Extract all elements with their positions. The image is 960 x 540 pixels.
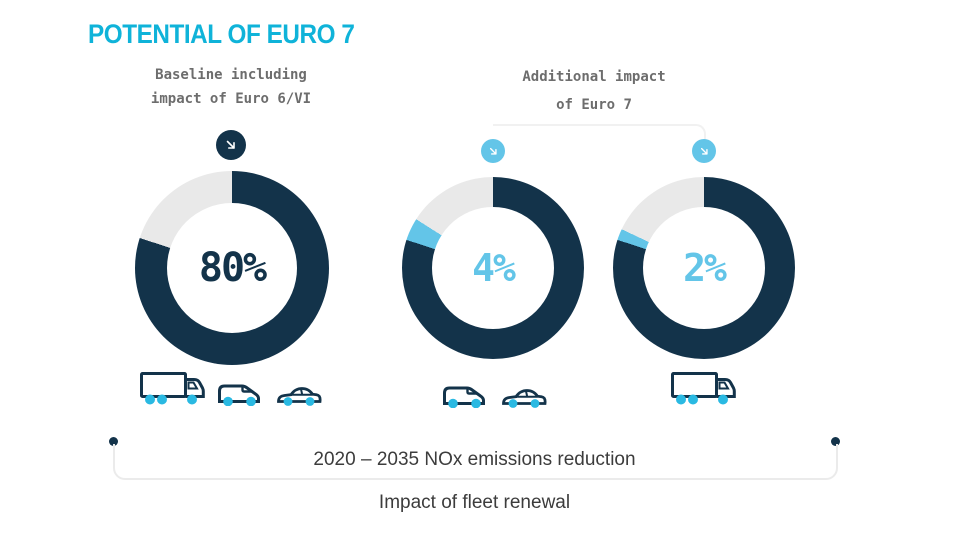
timeline-dot-right [831,437,840,446]
van-icon [442,386,485,408]
vehicle-row-euro7-trucks [584,370,824,406]
arrow-down-right-icon [700,147,708,155]
donut-center-value: 80% [198,245,267,291]
car-icon [277,387,322,406]
group-label-additional: Additional impact of Euro 7 [464,63,724,119]
van-icon [218,384,260,406]
donut-hole: 2% [643,207,765,329]
group-label-baseline-line2: impact of Euro 6/VI [150,91,312,107]
vehicle-row-euro7-vans-cars [373,372,613,408]
decrease-badge-euro7-vans-cars [481,139,505,163]
group-label-additional-line2: of Euro 7 [556,97,632,113]
fleet-renewal-caption: Impact of fleet renewal [378,492,571,513]
decrease-badge-euro7-trucks [692,139,716,163]
donut-center-value: 4% [472,246,516,290]
donut-chart-euro7-vans-cars: 4% [402,177,584,359]
range-label: 2020 – 2035 NOx emissions reduction [313,449,636,470]
timeline-dot-left [109,437,118,446]
page-title: POTENTIAL OF EURO 7 [88,19,355,49]
additional-impact-bracket [493,124,706,141]
decrease-badge-baseline [216,130,246,160]
donut-chart-baseline: 80% [135,171,329,365]
car-icon [501,389,547,408]
donut-hole: 80% [167,203,297,333]
donut-chart-euro7-trucks: 2% [613,177,795,359]
group-label-baseline-line1: Baseline including [155,67,307,83]
donut-hole: 4% [432,207,554,329]
truck-icon [671,372,736,405]
arrow-down-right-icon [489,147,497,155]
arrow-down-right-icon [226,140,235,149]
vehicle-row-baseline [111,370,351,406]
donut-center-value: 2% [683,246,727,290]
truck-icon [140,372,205,405]
group-label-additional-line1: Additional impact [522,69,666,85]
group-label-baseline: Baseline including impact of Euro 6/VI [101,63,361,111]
timeline-bracket [113,444,838,480]
